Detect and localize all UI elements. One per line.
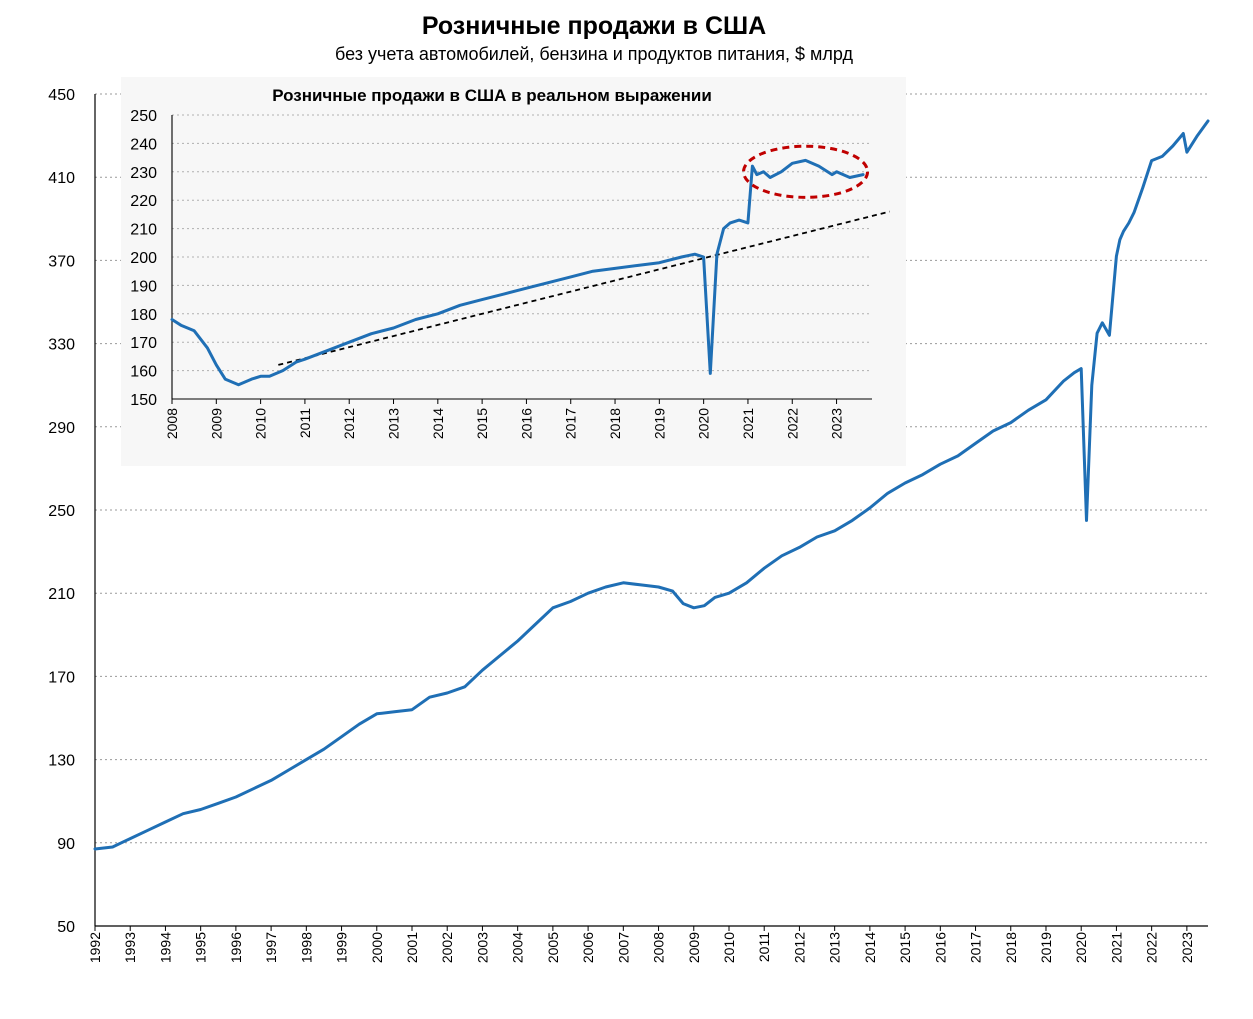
main-x-tick-label: 2017 [968, 932, 984, 963]
main-x-tick-label: 2001 [404, 932, 420, 963]
main-y-tick-label: 410 [48, 170, 75, 187]
inset-trend-line [278, 210, 890, 366]
main-x-tick-label: 1992 [87, 932, 103, 963]
main-y-tick-label: 90 [57, 836, 75, 853]
inset-series-line [170, 158, 865, 387]
main-x-tick-label: 2022 [1144, 932, 1160, 963]
inset-x-tick-label: 2011 [297, 408, 313, 438]
main-x-tick-label: 2018 [1003, 932, 1019, 963]
main-x-tick-label: 2015 [897, 932, 913, 963]
main-x-tick-label: 2003 [474, 932, 490, 963]
main-x-tick-label: 2006 [580, 932, 596, 963]
main-y-tick-label: 290 [48, 420, 75, 437]
inset-x-tick-label: 2009 [208, 408, 224, 439]
inset-chart: Розничные продажи в США в реальном выраж… [121, 77, 906, 466]
main-x-tick-label: 2023 [1179, 932, 1195, 963]
inset-x-tick-label: 2013 [386, 408, 402, 439]
inset-y-tick-label: 190 [130, 278, 157, 295]
main-x-tick-label: 1998 [298, 932, 314, 963]
inset-x-tick-label: 2014 [430, 408, 446, 439]
main-x-tick-label: 2004 [510, 932, 526, 963]
inset-y-tick-label: 200 [130, 250, 157, 267]
main-y-tick-label: 170 [48, 669, 75, 686]
inset-axes [171, 115, 872, 404]
chart-subtitle: без учета автомобилей, бензина и продукт… [335, 44, 853, 64]
inset-x-tick-label: 2008 [164, 408, 180, 439]
main-x-tick-label: 2020 [1073, 932, 1089, 963]
inset-x-tick-label: 2019 [651, 408, 667, 439]
main-x-tick-label: 2010 [721, 932, 737, 963]
main-x-tick-label: 2002 [439, 932, 455, 963]
inset-x-tick-label: 2015 [474, 408, 490, 439]
main-x-tick-label: 2005 [545, 932, 561, 963]
inset-x-tick-label: 2017 [563, 408, 579, 439]
inset-x-tick-label: 2020 [696, 408, 712, 439]
main-x-tick-label: 2009 [686, 932, 702, 963]
main-x-tick-label: 1997 [263, 932, 279, 963]
inset-y-tick-label: 240 [130, 136, 157, 153]
inset-y-tick-label: 150 [130, 392, 157, 409]
inset-x-tick-label: 2016 [518, 408, 534, 439]
inset-x-tick-label: 2023 [829, 408, 845, 439]
main-y-tick-label: 130 [48, 753, 75, 770]
inset-trend-line-segment [278, 210, 890, 366]
chart-title: Розничные продажи в США [422, 12, 766, 40]
main-x-tick-label: 2012 [791, 932, 807, 963]
inset-x-tick-label: 2010 [253, 408, 269, 439]
inset-y-tick-label: 230 [130, 165, 157, 182]
inset-y-tick-label: 210 [130, 222, 157, 239]
main-x-tick-label: 2013 [827, 932, 843, 963]
inset-highlight-ellipse [742, 144, 870, 199]
main-y-tick-label: 250 [48, 503, 75, 520]
main-y-tick-label: 210 [48, 586, 75, 603]
main-x-tick-label: 1994 [157, 932, 173, 963]
main-y-tick-label: 450 [48, 87, 75, 104]
inset-y-tick-label: 220 [130, 193, 157, 210]
main-x-tick-label: 2014 [862, 932, 878, 963]
main-x-tick-label: 1995 [193, 932, 209, 963]
main-y-tick-label: 330 [48, 337, 75, 354]
main-y-tick-labels: 50 90 130 170 210 250 290 330 370 410 450 [48, 87, 75, 936]
inset-x-tick-labels: 2008 2009 2010 2011 2012 2013 2014 2015 2016 2017… [164, 408, 845, 439]
main-x-tick-label: 2007 [615, 932, 631, 963]
inset-series [170, 158, 865, 387]
main-x-tick-label: 2000 [369, 932, 385, 963]
main-x-tick-label: 2016 [932, 932, 948, 963]
main-x-tick-label: 1996 [228, 932, 244, 963]
main-x-tick-label: 2011 [756, 932, 772, 962]
main-series [93, 119, 1210, 851]
main-x-tick-labels: 1992 1993 1994 1995 1996 1997 1998 1999 2000 2001… [87, 932, 1195, 963]
inset-x-tick-label: 2012 [341, 408, 357, 439]
inset-x-tick-label: 2022 [784, 408, 800, 439]
inset-title: Розничные продажи в США в реальном выраж… [272, 86, 712, 105]
main-y-tick-label: 50 [57, 919, 75, 936]
main-x-tick-label: 2019 [1038, 932, 1054, 963]
inset-background [121, 77, 906, 466]
inset-y-tick-label: 170 [130, 335, 157, 352]
main-x-tick-label: 2008 [651, 932, 667, 963]
inset-x-tick-label: 2021 [740, 408, 756, 439]
main-y-tick-label: 370 [48, 253, 75, 270]
inset-y-tick-label: 250 [130, 108, 157, 125]
main-x-tick-label: 2021 [1108, 932, 1124, 963]
inset-highlight-ellipse-shape [742, 144, 870, 199]
main-series-line [93, 119, 1210, 851]
inset-gridlines [172, 114, 872, 372]
inset-x-tick-label: 2018 [607, 408, 623, 439]
main-x-tick-label: 1993 [122, 932, 138, 963]
inset-y-tick-labels: 150 160 170 180 190 200 210 220 230 240 250 [130, 108, 157, 409]
main-axes [94, 94, 1208, 931]
inset-y-tick-label: 180 [130, 307, 157, 324]
inset-y-tick-label: 160 [130, 364, 157, 381]
main-x-tick-label: 1999 [334, 932, 350, 963]
